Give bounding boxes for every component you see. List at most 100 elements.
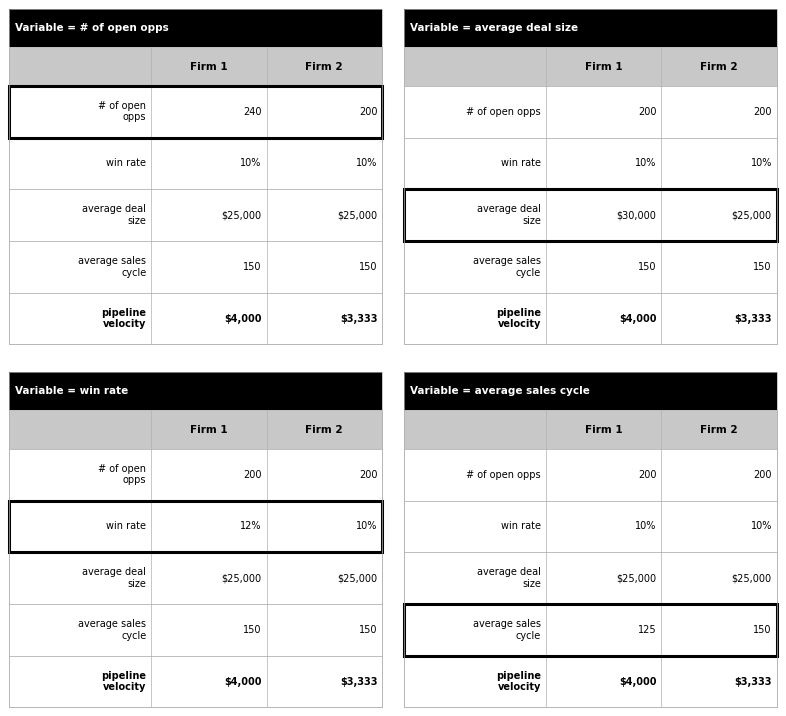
Text: 150: 150 [244,625,262,635]
Text: Firm 2: Firm 2 [306,425,343,435]
Text: 240: 240 [244,107,262,117]
Bar [9,9,382,47]
Text: 12%: 12% [241,521,262,531]
Text: $25,000: $25,000 [222,210,262,220]
Text: pipeline
velocity: pipeline velocity [101,308,146,329]
Text: average sales
cycle: average sales cycle [473,619,541,641]
Text: 150: 150 [638,262,656,272]
Bar [404,47,777,86]
Bar [404,9,777,47]
Text: $4,000: $4,000 [224,677,262,687]
Text: 10%: 10% [635,158,656,168]
Text: Variable = # of open opps: Variable = # of open opps [15,23,169,33]
Bar [404,410,777,449]
Bar [404,552,777,604]
Text: $3,333: $3,333 [734,677,772,687]
Text: Variable = average sales cycle: Variable = average sales cycle [410,386,590,396]
Text: 200: 200 [638,107,656,117]
Text: $30,000: $30,000 [616,210,656,220]
Text: win rate: win rate [106,521,146,531]
Text: 200: 200 [358,107,377,117]
Text: average sales
cycle: average sales cycle [79,256,146,278]
Bar [404,604,777,656]
Bar [9,410,382,449]
Text: 150: 150 [244,262,262,272]
Bar [9,47,382,86]
Bar [404,9,777,344]
Bar [404,656,777,707]
Text: average deal
size: average deal size [83,567,146,589]
Text: $4,000: $4,000 [224,314,262,324]
Text: Firm 1: Firm 1 [190,62,228,72]
Text: average deal
size: average deal size [83,204,146,226]
Text: 10%: 10% [751,158,772,168]
Text: 200: 200 [753,107,772,117]
Bar [404,372,777,707]
Text: 200: 200 [358,470,377,480]
Text: average sales
cycle: average sales cycle [473,256,541,278]
Bar [404,372,777,410]
Text: Firm 1: Firm 1 [585,425,623,435]
Text: Firm 1: Firm 1 [190,425,228,435]
Text: Firm 1: Firm 1 [585,62,623,72]
Text: # of open
opps: # of open opps [98,464,146,485]
Text: average deal
size: average deal size [477,204,541,226]
Bar [9,656,382,707]
Bar [9,137,382,189]
Text: average sales
cycle: average sales cycle [79,619,146,641]
Text: 10%: 10% [751,521,772,531]
Bar [404,189,777,241]
Bar [9,372,382,707]
Text: 150: 150 [753,625,772,635]
Bar [404,293,777,344]
Text: $25,000: $25,000 [732,210,772,220]
Text: 200: 200 [753,470,772,480]
Text: Variable = average deal size: Variable = average deal size [410,23,578,33]
Text: $25,000: $25,000 [616,573,656,583]
Text: 10%: 10% [241,158,262,168]
Text: 10%: 10% [356,521,377,531]
Text: $25,000: $25,000 [337,573,377,583]
Bar [9,552,382,604]
Text: 150: 150 [358,625,377,635]
Text: $25,000: $25,000 [337,210,377,220]
Text: $25,000: $25,000 [732,573,772,583]
Text: 150: 150 [358,262,377,272]
Text: win rate: win rate [501,158,541,168]
Text: 125: 125 [637,625,656,635]
Bar [9,500,382,552]
Bar [404,449,777,500]
Text: pipeline
velocity: pipeline velocity [496,308,541,329]
Text: $4,000: $4,000 [619,314,656,324]
Bar [9,293,382,344]
Bar [9,86,382,137]
Text: average deal
size: average deal size [477,567,541,589]
Bar [9,86,382,137]
Bar [404,137,777,189]
Text: # of open
opps: # of open opps [98,101,146,122]
Bar [9,500,382,552]
Text: pipeline
velocity: pipeline velocity [101,671,146,692]
Bar [404,604,777,656]
Text: $3,333: $3,333 [734,314,772,324]
Bar [9,241,382,293]
Bar [9,449,382,500]
Text: pipeline
velocity: pipeline velocity [496,671,541,692]
Text: $4,000: $4,000 [619,677,656,687]
Text: # of open opps: # of open opps [466,470,541,480]
Text: $3,333: $3,333 [340,677,377,687]
Text: Variable = win rate: Variable = win rate [15,386,128,396]
Text: 200: 200 [244,470,262,480]
Text: 10%: 10% [356,158,377,168]
Text: win rate: win rate [501,521,541,531]
Bar [9,372,382,410]
Text: 10%: 10% [635,521,656,531]
Bar [9,9,382,344]
Text: win rate: win rate [106,158,146,168]
Bar [404,86,777,137]
Bar [404,500,777,552]
Text: Firm 2: Firm 2 [306,62,343,72]
Text: # of open opps: # of open opps [466,107,541,117]
Text: 150: 150 [753,262,772,272]
Text: Firm 2: Firm 2 [700,62,737,72]
